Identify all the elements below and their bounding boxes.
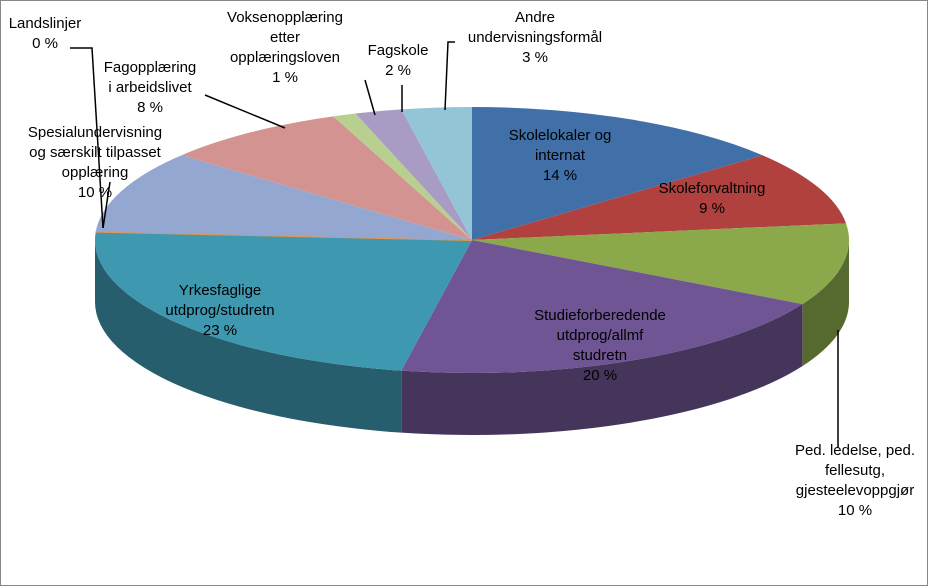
value-label: 3 % (522, 49, 548, 66)
value-label: 23 % (203, 322, 237, 339)
label-line: Andre (515, 9, 555, 26)
slice (355, 109, 472, 240)
slice (95, 155, 472, 240)
label-line: og særskilt tilpasset (29, 144, 162, 161)
data-label: Landslinjer 0 % (9, 15, 82, 52)
leader-line (204, 94, 286, 129)
data-label: Voksenopplæring etter opplæringsloven 1 % (227, 9, 343, 86)
slice (181, 116, 472, 240)
value-label: 10 % (78, 184, 112, 201)
slice (401, 107, 472, 240)
label-line: gjesteelevoppgjør (796, 482, 914, 499)
value-label: 8 % (137, 99, 163, 116)
label-line: studretn (573, 347, 627, 364)
data-label: Spesialundervisning og særskilt tilpasset… (28, 124, 162, 201)
slice (95, 230, 473, 241)
slice (472, 107, 763, 240)
slice-side (401, 304, 803, 435)
label-line: internat (535, 147, 586, 164)
data-label: Fagskole 2 % (368, 42, 429, 79)
leader-line (444, 41, 455, 111)
slice-side (95, 240, 402, 433)
pie-tops (95, 107, 849, 373)
leader-line (364, 79, 376, 116)
value-label: 14 % (543, 167, 577, 184)
label-line: undervisningsformål (468, 29, 602, 46)
label-line: Landslinjer (9, 15, 82, 32)
labels: Skolelokaler og internat 14 % Skoleforvaltn… (9, 9, 915, 519)
slice (472, 223, 849, 305)
leader-lines (70, 41, 839, 448)
label-line: Skolelokaler og (509, 127, 612, 144)
label-line: opplæringsloven (230, 49, 340, 66)
data-label: Skolelokaler og internat 14 % (509, 127, 612, 184)
leader-line (70, 47, 104, 229)
value-label: 20 % (583, 367, 617, 384)
label-line: utdprog/allmf (557, 327, 645, 344)
slice (401, 240, 803, 373)
label-line: opplæring (62, 164, 129, 181)
label-line: Spesialundervisning (28, 124, 162, 141)
data-label: Studieforberedende utdprog/allmf studretn 2… (534, 307, 666, 384)
value-label: 10 % (838, 502, 872, 519)
slice (472, 155, 847, 240)
slice (333, 113, 472, 240)
data-label: Skoleforvaltning 9 % (659, 180, 766, 217)
label-line: Fagopplæring (104, 59, 197, 76)
value-label: 1 % (272, 69, 298, 86)
label-line: Voksenopplæring (227, 9, 343, 26)
value-label: 9 % (699, 200, 725, 217)
slice (95, 231, 472, 371)
value-label: 0 % (32, 35, 58, 52)
data-label: Ped. ledelse, ped. fellesutg, gjesteelevop… (795, 442, 915, 519)
label-line: i arbeidslivet (108, 79, 192, 96)
label-line: Yrkesfaglige (179, 282, 262, 299)
value-label: 2 % (385, 62, 411, 79)
data-label: Fagopplæring i arbeidslivet 8 % (104, 59, 197, 116)
data-label: Yrkesfaglige utdprog/studretn 23 % (165, 282, 274, 339)
data-label: Andre undervisningsformål 3 % (468, 9, 602, 66)
label-line: Skoleforvaltning (659, 180, 766, 197)
label-line: Ped. ledelse, ped. (795, 442, 915, 459)
label-line: fellesutg, (825, 462, 885, 479)
label-line: etter (270, 29, 300, 46)
label-line: utdprog/studretn (165, 302, 274, 319)
label-line: Fagskole (368, 42, 429, 59)
label-line: Studieforberedende (534, 307, 666, 324)
leader-line (102, 181, 111, 229)
